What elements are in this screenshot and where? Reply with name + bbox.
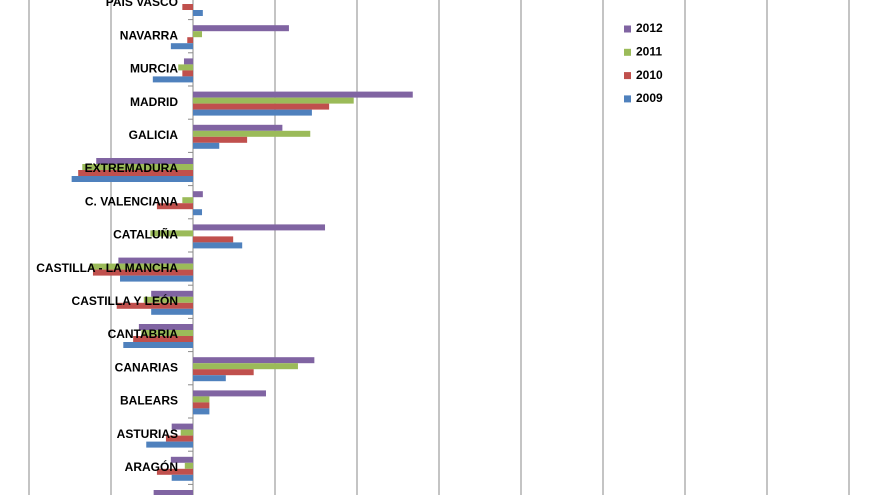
bar (96, 158, 193, 164)
bar (193, 31, 203, 38)
bar (156, 203, 193, 210)
bar (146, 441, 193, 448)
category-label: EXTREMADURA (85, 161, 179, 175)
bar (153, 490, 193, 495)
bar (152, 76, 193, 83)
bar (193, 25, 289, 32)
category-label: GALICIA (129, 128, 179, 142)
category-label: MURCIA (130, 62, 178, 76)
bar (89, 263, 193, 270)
bar (193, 91, 413, 98)
category-label: PAÍS VASCO (106, 0, 178, 9)
bar (193, 97, 354, 104)
legend-label: 2010 (636, 68, 663, 82)
category-label: ASTURIAS (117, 427, 178, 441)
bar (120, 275, 193, 282)
category-label: ARAGÓN (125, 459, 178, 474)
bar (193, 136, 248, 143)
bar (193, 396, 210, 403)
bar (193, 191, 203, 198)
bar (193, 357, 315, 364)
bar (182, 4, 193, 10)
category-label: CANTABRIA (108, 327, 179, 341)
bar (170, 43, 193, 50)
bar (193, 109, 312, 116)
bar (193, 209, 203, 216)
bar (183, 58, 193, 65)
category-label: NAVARRA (120, 28, 179, 42)
bar (180, 429, 193, 436)
bar (193, 103, 330, 110)
bar (193, 242, 243, 249)
bar (150, 230, 193, 237)
bar (118, 257, 193, 264)
bar (171, 423, 193, 430)
legend-swatch (624, 25, 631, 33)
legend-label: 2009 (636, 91, 663, 105)
legend-label: 2012 (636, 21, 663, 35)
bar (182, 70, 193, 77)
bar (151, 290, 193, 297)
legend-label: 2011 (636, 44, 662, 58)
bar (193, 10, 203, 16)
bar (165, 435, 193, 442)
bar (78, 170, 193, 176)
category-label: BALEARS (120, 394, 178, 408)
bar (184, 462, 193, 469)
bar (143, 296, 193, 303)
bar (133, 336, 193, 342)
bar (193, 390, 266, 397)
category-label: CASTILLA - LA MANCHA (36, 261, 178, 275)
bar (193, 236, 234, 243)
bar (82, 164, 193, 170)
category-label: CANARIAS (115, 360, 178, 374)
bar (193, 402, 210, 409)
category-label: MADRID (130, 95, 178, 109)
bar (151, 308, 193, 315)
bar (193, 375, 226, 382)
bar (193, 130, 311, 137)
bar (182, 197, 193, 204)
bar (141, 330, 193, 336)
bar (116, 302, 193, 309)
bar (193, 408, 210, 415)
bar (138, 324, 193, 330)
bar (156, 468, 193, 475)
bar (193, 142, 220, 149)
bar (123, 342, 193, 348)
category-label: CATALUÑA (113, 227, 178, 242)
bar (92, 269, 193, 276)
bar (178, 64, 193, 71)
bar (187, 37, 193, 44)
bar (170, 456, 193, 463)
bar (193, 369, 254, 376)
category-label: CASTILLA Y LEÓN (72, 293, 178, 308)
legend-swatch (624, 72, 631, 80)
legend-swatch (624, 95, 631, 103)
bar (193, 224, 326, 231)
bar (171, 474, 193, 481)
category-label: C. VALENCIANA (85, 194, 178, 208)
legend-swatch (624, 48, 631, 56)
bar (193, 363, 298, 370)
bar (193, 124, 283, 131)
bar (71, 176, 193, 182)
